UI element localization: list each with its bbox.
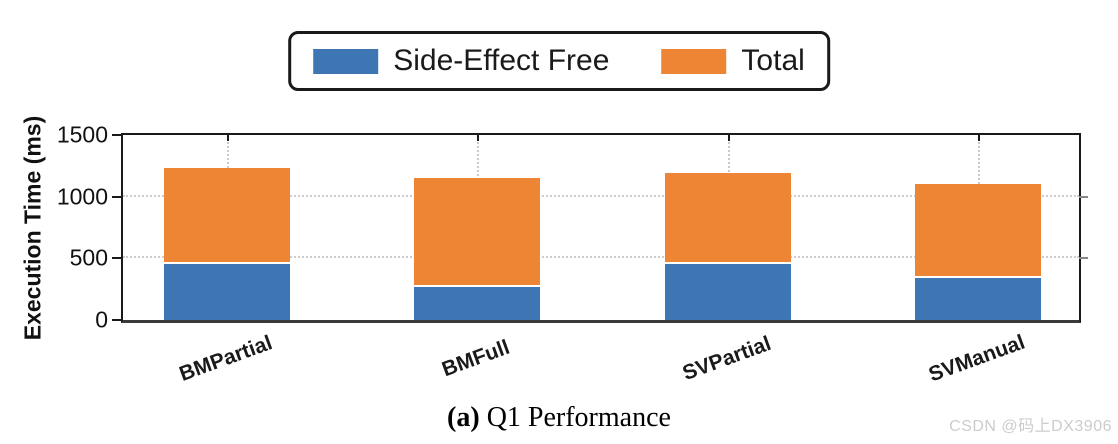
top-tick [477,135,479,141]
y-tick-label: 500 [69,244,108,271]
x-tick-label-svmanual: SVManual [925,330,1028,387]
plot-area: 0 500 1000 1500 [57,123,1088,331]
top-tick [728,135,730,141]
caption-label: (a) [447,402,480,433]
legend-label-total: Total [741,44,805,77]
bar-bmpartial [164,168,290,320]
watermark: CSDN @码上DX3906 [949,418,1112,435]
legend-swatch-blue [313,48,379,74]
legend-swatch-orange [661,48,727,74]
bar-bmfull [414,178,540,320]
legend-item-total: Total [661,44,805,77]
bar-segment-total [665,173,791,262]
y-tick-label: 1000 [56,183,108,210]
y-tick-label: 0 [95,306,108,333]
right-tick-mark [1079,257,1088,260]
bar-segment-total [915,184,1041,276]
right-tick-mark [1079,195,1088,198]
y-tick-mark [112,319,123,321]
caption-text: Q1 Performance [479,402,671,433]
top-tick [978,135,980,141]
x-tick-label-bmfull: BMFull [439,335,513,382]
bar-svmanual [915,184,1041,320]
bar-svpartial [665,173,791,320]
legend-item-side-effect-free: Side-Effect Free [313,46,609,76]
bar-segment-total [414,178,540,285]
bar-segment-side-effect-free [915,275,1041,320]
y-tick-mark [112,257,123,260]
legend-label-side-effect-free: Side-Effect Free [393,44,610,77]
x-tick-label-svpartial: SVPartial [679,331,775,386]
figure-caption: (a) Q1 Performance [0,402,1118,434]
legend: Side-Effect Free Total [288,31,830,91]
bar-segment-side-effect-free [665,261,791,320]
top-tick [227,135,229,141]
bar-segment-total [164,168,290,262]
bar-segment-side-effect-free [414,284,540,320]
y-tick-mark [112,134,123,136]
y-tick-mark [112,195,123,198]
gridline-1000 [123,194,1079,197]
bar-segment-side-effect-free [164,261,290,320]
y-axis-label: Execution Time (ms) [19,115,46,341]
y-tick-label: 1500 [56,121,108,148]
gridline-500 [123,256,1079,259]
x-tick-label-bmpartial: BMPartial [176,331,276,386]
